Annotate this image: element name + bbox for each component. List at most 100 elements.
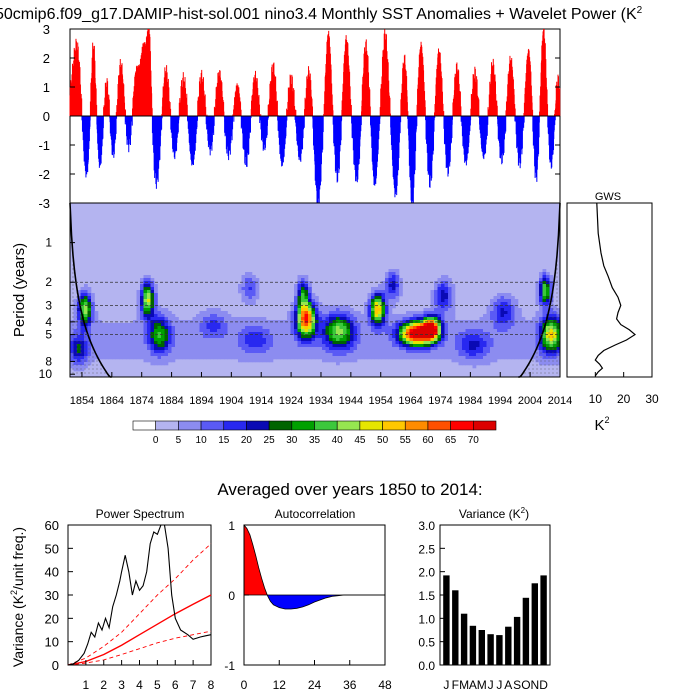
wavelet-power-cell <box>91 314 95 318</box>
wavelet-power-cell <box>206 308 211 312</box>
wavelet-power-cell <box>231 350 235 354</box>
wavelet-power-cell <box>500 353 505 357</box>
wavelet-power-cell <box>287 329 291 333</box>
wavelet-power-cell <box>430 299 435 303</box>
wavelet-power-cell <box>213 326 218 330</box>
wavelet-power-cell <box>255 359 260 363</box>
wavelet-power-cell <box>210 323 214 327</box>
wavelet-power-cell <box>224 344 228 348</box>
wavelet-power-cell <box>325 326 330 330</box>
wavelet-power-cell <box>332 305 337 309</box>
wavelet-power-cell <box>455 344 459 348</box>
wavelet-power-cell <box>280 332 284 336</box>
wavelet-power-cell <box>311 335 316 339</box>
wavelet-power-cell <box>143 278 148 282</box>
wavelet-power-cell <box>245 353 249 357</box>
wavelet-power-cell <box>497 311 501 315</box>
wavelet-power-cell <box>413 335 417 339</box>
wavelet-power-cell <box>434 356 438 360</box>
wavelet-power-cell <box>546 293 550 297</box>
wavelet-power-cell <box>378 317 382 321</box>
wavelet-power-cell <box>336 353 340 357</box>
ps-y-tick-label: 0 <box>52 658 59 673</box>
wavelet-power-cell <box>308 302 312 306</box>
wavelet-power-cell <box>322 326 326 330</box>
wavelet-power-cell <box>297 314 302 318</box>
wavelet-power-cell <box>490 329 494 333</box>
wavelet-power-cell <box>143 353 148 357</box>
wavelet-power-cell <box>367 320 372 324</box>
wavelet-power-cell <box>248 302 253 306</box>
wavelet-power-cell <box>262 329 267 333</box>
wavelet-power-cell <box>147 335 151 339</box>
sst-y-tick-label: 0 <box>43 109 50 124</box>
wavelet-power-cell <box>297 338 302 342</box>
wavelet-power-cell <box>455 335 459 339</box>
wavelet-power-cell <box>192 350 197 354</box>
wavelet-power-cell <box>203 326 207 330</box>
wavelet-power-cell <box>259 326 263 330</box>
wavelet-power-cell <box>245 350 249 354</box>
wavelet-power-cell <box>329 350 333 354</box>
autocorrelation-title: Autocorrelation <box>275 507 356 521</box>
wavelet-power-cell <box>353 314 358 318</box>
wavelet-power-cell <box>451 350 456 354</box>
wavelet-power-cell <box>511 341 515 345</box>
wavelet-power-cell <box>259 344 263 348</box>
wavelet-power-cell <box>339 308 344 312</box>
wavelet-power-cell <box>255 350 260 354</box>
wavelet-power-cell <box>301 305 305 309</box>
wavelet-power-cell <box>444 302 449 306</box>
wavelet-power-cell <box>301 293 305 297</box>
wavelet-power-cell <box>196 353 200 357</box>
wavelet-power-cell <box>511 296 515 300</box>
wavelet-power-cell <box>388 344 393 348</box>
wavelet-power-cell <box>133 320 137 324</box>
wavelet-power-cell <box>413 338 417 342</box>
wavelet-power-cell <box>80 305 85 309</box>
wavelet-power-cell <box>350 308 354 312</box>
wavelet-power-cell <box>336 335 340 339</box>
wavelet-power-cell <box>101 338 106 342</box>
wavelet-power-cell <box>518 335 522 339</box>
wavelet-power-cell <box>357 332 361 336</box>
wavelet-power-cell <box>388 308 393 312</box>
wavelet-power-cell <box>542 317 547 321</box>
wavelet-power-cell <box>325 359 330 363</box>
wavelet-power-cell <box>381 290 386 294</box>
wavelet-power-cell <box>280 335 284 339</box>
wavelet-power-cell <box>311 326 316 330</box>
wavelet-power-cell <box>476 326 480 330</box>
wavelet-power-cell <box>311 314 316 318</box>
wavelet-power-cell <box>206 347 211 351</box>
wavelet-power-cell <box>185 353 190 357</box>
wavelet-power-cell <box>308 308 312 312</box>
wavelet-power-cell <box>455 356 459 360</box>
wavelet-power-cell <box>444 290 449 294</box>
wavelet-power-cell <box>395 347 400 351</box>
wavelet-power-cell <box>220 317 225 321</box>
wavelet-power-cell <box>227 338 232 342</box>
wavelet-power-cell <box>301 314 305 318</box>
wavelet-power-cell <box>364 308 368 312</box>
wavelet-power-cell <box>343 338 347 342</box>
wavelet-power-cell <box>364 311 368 315</box>
wavelet-power-cell <box>483 359 487 363</box>
wavelet-power-cell <box>129 326 134 330</box>
wavelet-power-cell <box>535 332 540 336</box>
wavelet-power-cell <box>77 290 81 294</box>
wavelet-power-cell <box>430 317 435 321</box>
wavelet-power-cell <box>444 314 449 318</box>
wavelet-power-cell <box>217 332 221 336</box>
wavelet-power-cell <box>448 347 452 351</box>
wavelet-power-cell <box>101 326 106 330</box>
wavelet-power-cell <box>448 341 452 345</box>
wavelet-power-cell <box>420 326 424 330</box>
wavelet-power-cell <box>420 356 424 360</box>
wavelet-power-cell <box>154 302 158 306</box>
wavelet-power-cell <box>248 272 253 276</box>
wavelet-power-cell <box>388 341 393 345</box>
wavelet-power-cell <box>136 311 141 315</box>
wavelet-power-cell <box>133 356 137 360</box>
wavelet-power-cell <box>283 347 288 351</box>
